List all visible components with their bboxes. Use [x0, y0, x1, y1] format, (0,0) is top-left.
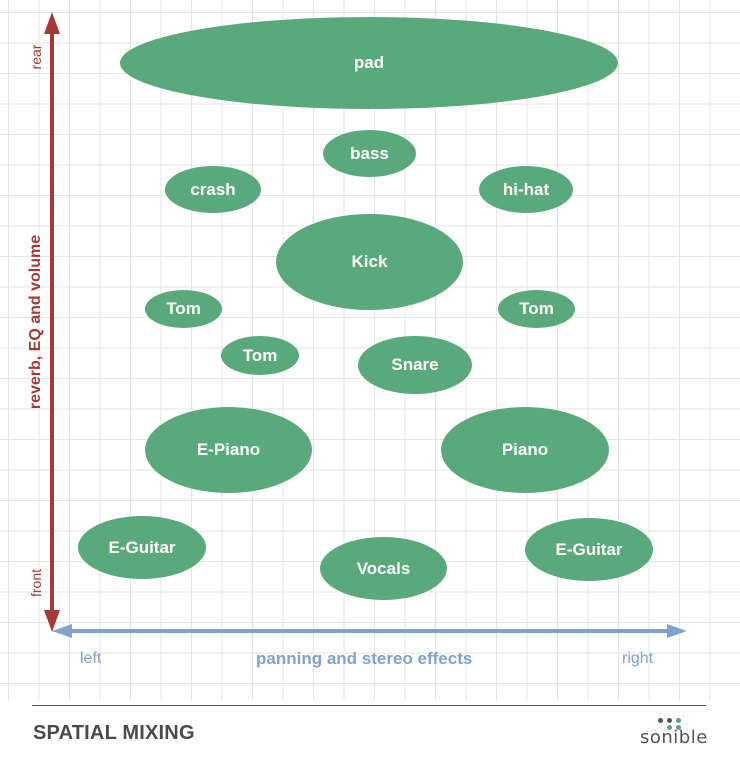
footer-title: SPATIAL MIXING	[33, 722, 195, 744]
logo-dot	[667, 725, 672, 730]
instrument-hi-hat: hi-hat	[479, 166, 573, 213]
instrument-tom-right: Tom	[498, 290, 575, 328]
instrument-pad: pad	[120, 17, 618, 109]
instrument-tom-center: Tom	[221, 336, 299, 375]
footer-divider	[32, 705, 706, 706]
x-axis-arrowhead-left	[52, 624, 72, 638]
x-axis-arrowhead-right	[667, 624, 687, 638]
y-axis-arrowhead-top	[44, 12, 60, 34]
logo-dot	[676, 725, 681, 730]
x-axis-right-label: right	[622, 650, 654, 667]
x-axis-left-label: left	[80, 650, 102, 667]
x-axis-title: panning and stereo effects	[256, 649, 473, 668]
instrument-snare: Snare	[358, 336, 472, 394]
y-axis-top-label: rear	[28, 44, 44, 70]
instrument-e-guitar-left: E-Guitar	[78, 516, 206, 579]
y-axis-title: reverb, EQ and volume	[27, 234, 44, 410]
instrument-e-guitar-right: E-Guitar	[525, 518, 653, 581]
y-axis-arrowhead-bottom	[44, 610, 60, 632]
instrument-piano: Piano	[441, 407, 609, 493]
instrument-bass: bass	[323, 130, 416, 177]
instrument-e-piano: E-Piano	[145, 407, 312, 493]
logo-dot	[667, 718, 672, 723]
instrument-tom-left: Tom	[145, 290, 222, 328]
logo-dot	[676, 718, 681, 723]
instrument-crash: crash	[165, 166, 261, 213]
logo-wordmark: sonible	[640, 727, 708, 748]
instrument-vocals: Vocals	[320, 537, 447, 600]
instrument-kick: Kick	[276, 214, 463, 310]
sonible-logo: sonible	[640, 715, 714, 751]
logo-dot	[658, 718, 663, 723]
y-axis-bottom-label: front	[28, 568, 44, 598]
axes-arrows	[44, 12, 687, 638]
